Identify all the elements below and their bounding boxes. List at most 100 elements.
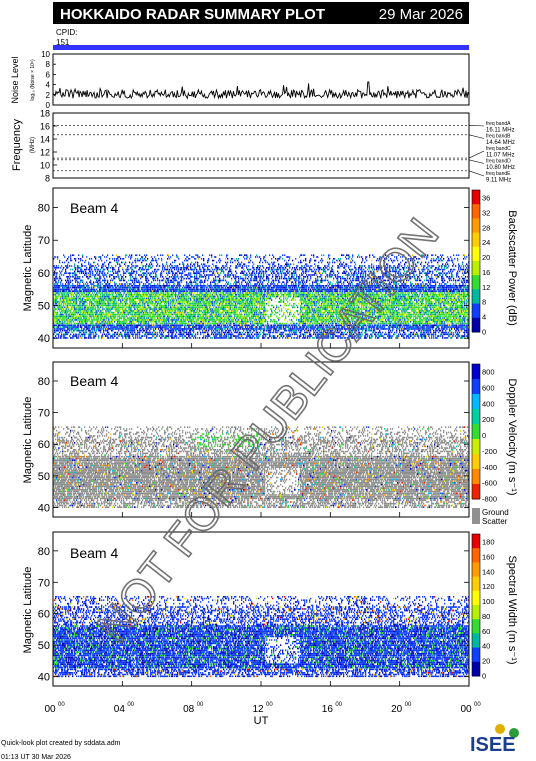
velocity-colorbar-label: Doppler Velocity (m s⁻¹) [506, 378, 518, 495]
colorbar-tick-label: 0 [482, 431, 486, 440]
colorbar-segment [472, 317, 480, 333]
velocity-beam-label: Beam 4 [70, 373, 118, 389]
frequency-band-label: freq bandE [486, 171, 511, 177]
scatter-points [53, 426, 470, 508]
frequency-band-value: 10.80 MHz [486, 165, 515, 171]
width-scatter-data [53, 596, 470, 678]
lat-tick-label: 50 [38, 640, 50, 652]
ut-tick-label: 16 [322, 704, 334, 715]
frequency-tick-label: 14 [40, 135, 50, 145]
lat-tick-label: 80 [38, 376, 50, 388]
scatter-points [53, 292, 470, 325]
noise-trace [52, 81, 470, 100]
frequency-tick-label: 8 [45, 174, 50, 184]
title-bar [53, 2, 469, 24]
noise-tick-label: 4 [46, 81, 51, 90]
frequency-ylabel-sub: (MHz) [30, 137, 36, 153]
frequency-tick-label: 16 [40, 122, 50, 132]
plot-date: 29 Mar 2026 [379, 6, 463, 23]
power-scatter-data [53, 254, 470, 339]
ut-tick-label: 00 [44, 704, 56, 715]
scatter-points [53, 625, 469, 669]
colorbar-tick-label: 600 [482, 383, 495, 392]
colorbar-segment [472, 647, 480, 663]
colorbar-tick-label: 800 [482, 368, 495, 377]
colorbar-tick-label: -600 [482, 479, 497, 488]
colorbar-segment [472, 204, 480, 219]
colorbar-segment [472, 394, 480, 410]
colorbar-segment [472, 534, 480, 549]
frequency-ylabel: Frequency [11, 119, 23, 171]
width-colorbar-label: Spectral Width (m s⁻¹) [506, 555, 518, 664]
ut-tick-label: 00 [460, 704, 472, 715]
lat-tick-label: 40 [38, 503, 50, 515]
frequency-tick-label: 10 [40, 161, 50, 171]
frequency-band-leader [468, 159, 485, 164]
power-colorbar-label: Backscatter Power (dB) [506, 210, 518, 326]
colorbar-segment [472, 246, 480, 262]
colorbar-tick-label: 180 [482, 538, 495, 547]
ut-tick-minutes: 00 [474, 702, 481, 708]
scatter-points [53, 254, 470, 339]
colorbar-segment [472, 409, 480, 425]
frequency-tick-label: 12 [40, 148, 50, 158]
colorbar-segment [472, 275, 480, 290]
colorbar-frame [471, 363, 481, 500]
doppler-velocity-panel: Beam 4 Magnetic Latitude 40 50 60 70 80 800 6… [22, 361, 518, 526]
scatter-points [53, 254, 470, 339]
colorbar-tick-label: -800 [482, 495, 497, 504]
ut-tick-minutes: 00 [127, 702, 134, 708]
lat-tick-label: 40 [38, 672, 50, 684]
velocity-scatter-data [53, 426, 470, 508]
lat-tick-label: 50 [38, 301, 50, 313]
footer-timestamp: 01:13 UT 30 Mar 2026 [1, 754, 71, 761]
lat-tick-label: 70 [38, 577, 50, 589]
colorbar-tick-label: 20 [482, 657, 490, 666]
colorbar-segment [472, 454, 480, 470]
noise-tick-label: 10 [41, 50, 50, 59]
colorbar-segment [472, 303, 480, 319]
ut-tick-label: 08 [183, 704, 195, 715]
lat-tick-label: 80 [38, 203, 50, 215]
ut-tick-minutes: 00 [197, 702, 204, 708]
lat-tick-label: 60 [38, 439, 50, 451]
frequency-band-leader [468, 124, 485, 127]
ut-tick-minutes: 00 [266, 702, 273, 708]
colorbar-segment [472, 232, 480, 248]
noise-level-line [52, 81, 470, 100]
width-lat-ticks: 40 50 60 70 80 [38, 546, 470, 686]
colorbar-tick-label: 16 [482, 268, 490, 277]
plot-title: HOKKAIDO RADAR SUMMARY PLOT [60, 6, 325, 23]
frequency-band-label: freq bandA [486, 121, 511, 127]
frequency-frame [52, 112, 470, 179]
colorbar-segment [472, 619, 480, 634]
colorbar-tick-label: 32 [482, 208, 490, 217]
colorbar-segment [472, 469, 480, 485]
colorbar-segment [472, 548, 480, 563]
colorbar-frame [471, 189, 481, 333]
noise-ylabel-sub: log₁₀ (Noise × 10⁶) [30, 59, 36, 101]
colorbar-tick-label: 200 [482, 415, 495, 424]
noise-ylabel: Noise Level [10, 56, 20, 103]
frequency-tick-label: 18 [40, 109, 50, 119]
colorbar-segment [472, 261, 480, 276]
ut-tick-minutes: 00 [405, 702, 412, 708]
colorbar-tick-label: 160 [482, 552, 495, 561]
colorbar-segment [472, 218, 480, 234]
colorbar-segment [472, 379, 480, 395]
cpid-value: 151 [56, 38, 70, 47]
frequency-ticks: 8 10 12 14 16 18 [40, 109, 57, 184]
frequency-band-leader [468, 150, 485, 159]
cpid-label: CPID: [56, 28, 77, 37]
colorbar-segment [472, 484, 480, 500]
frequency-band-lines [53, 124, 469, 172]
velocity-ylabel: Magnetic Latitude [22, 397, 34, 484]
lat-tick-label: 70 [38, 408, 50, 420]
ground-scatter-swatch [472, 508, 480, 524]
frequency-band-value: 14.64 MHz [486, 140, 515, 146]
lat-tick-label: 60 [38, 609, 50, 621]
